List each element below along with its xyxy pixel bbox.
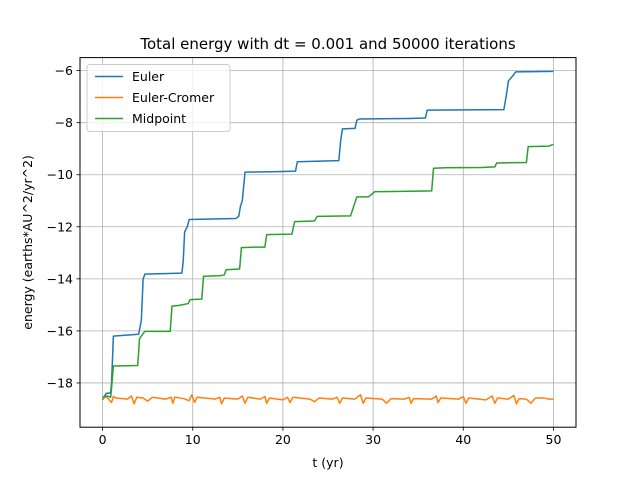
legend: Euler Euler-Cromer Midpoint: [86, 64, 231, 132]
x-tick-label: 50: [546, 432, 562, 447]
series-line-euler: [101, 70, 554, 401]
y-tick-label: −12: [47, 219, 73, 234]
legend-label: Euler-Cromer: [132, 90, 215, 105]
y-tick-label: −18: [47, 375, 73, 390]
series-line-midpoint: [102, 143, 554, 399]
x-tick-label: 40: [455, 432, 471, 447]
x-tick-label: 10: [185, 432, 201, 447]
y-axis-label: energy (earths*AU^2/yr^2): [20, 155, 35, 330]
x-tick-label: 0: [99, 432, 107, 447]
y-tick-label: −10: [47, 167, 73, 182]
y-tick-label: −6: [55, 63, 73, 78]
y-tick-label: −14: [47, 271, 73, 286]
x-tick-label: 20: [275, 432, 291, 447]
y-tick-label: −16: [47, 323, 73, 338]
series-line-euler-cromer: [102, 393, 554, 405]
legend-label: Euler: [132, 69, 165, 84]
legend-box: [86, 64, 231, 132]
x-tick-label: 30: [365, 432, 381, 447]
chart-title: Total energy with dt = 0.001 and 50000 i…: [139, 35, 515, 53]
y-tick-label: −8: [55, 115, 73, 130]
tick-layer: 0 10 20 30 40 50 −18 −16 −14 −12 −10 −8 −6: [47, 63, 562, 447]
plot-frame: [79, 57, 577, 428]
legend-label: Midpoint: [132, 111, 186, 126]
x-axis-label: t (yr): [312, 455, 343, 470]
series-layer: [101, 70, 554, 405]
